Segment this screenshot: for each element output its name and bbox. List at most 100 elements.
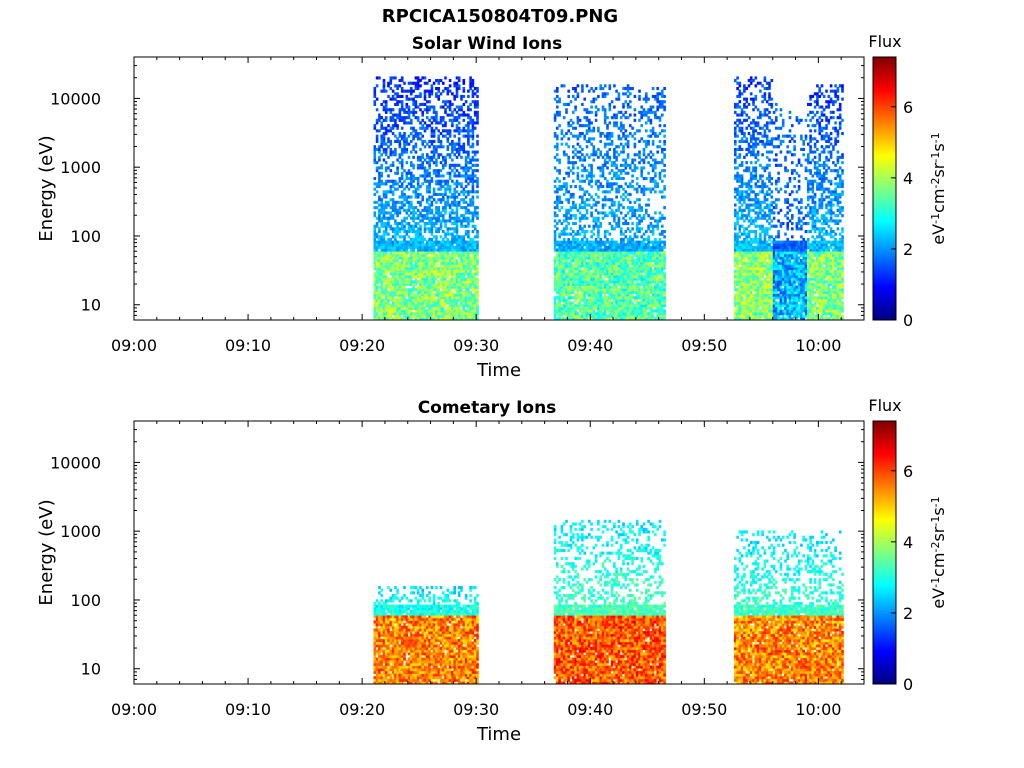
heatmap-cell xyxy=(592,232,596,236)
heatmap-cell xyxy=(451,309,454,313)
heatmap-cell xyxy=(581,288,584,292)
heatmap-cell xyxy=(610,251,614,255)
heatmap-cell xyxy=(608,285,612,289)
heatmap-cell xyxy=(451,150,454,154)
heatmap-cell xyxy=(453,282,456,286)
heatmap-cell xyxy=(389,142,393,146)
heatmap-cell xyxy=(656,94,659,98)
heatmap-cell xyxy=(416,105,420,109)
heatmap-cell xyxy=(633,253,637,257)
heatmap-cell xyxy=(428,245,431,249)
heatmap-cell xyxy=(594,222,598,226)
heatmap-cell xyxy=(581,285,584,289)
heatmap-cell xyxy=(419,267,422,271)
heatmap-cell xyxy=(455,243,459,247)
heatmap-cell xyxy=(423,261,427,265)
heatmap-cell xyxy=(640,261,643,265)
heatmap-cell xyxy=(387,232,390,236)
heatmap-cell xyxy=(610,187,614,191)
heatmap-cell xyxy=(400,166,404,170)
heatmap-cell xyxy=(640,169,643,173)
heatmap-cell xyxy=(601,198,605,202)
heatmap-cell xyxy=(435,211,438,215)
heatmap-cell xyxy=(375,298,379,302)
heatmap-cell xyxy=(375,76,379,80)
heatmap-cell xyxy=(556,134,559,138)
heatmap-cell xyxy=(626,304,630,308)
heatmap-cell xyxy=(389,269,393,273)
heatmap-cell xyxy=(382,195,386,199)
heatmap-cell xyxy=(656,290,659,294)
heatmap-cell xyxy=(640,251,643,255)
heatmap-cell xyxy=(558,309,561,313)
heatmap-cell xyxy=(407,121,411,125)
heatmap-cell xyxy=(442,264,445,268)
heatmap-cell xyxy=(407,269,411,273)
heatmap-cell xyxy=(569,317,573,321)
heatmap-cell xyxy=(560,251,564,255)
heatmap-cell xyxy=(462,134,466,138)
heatmap-cell xyxy=(576,237,580,241)
heatmap-cell xyxy=(460,214,463,218)
heatmap-cell xyxy=(394,147,397,151)
heatmap-cell xyxy=(585,282,589,286)
heatmap-cell xyxy=(635,177,639,181)
heatmap-cell xyxy=(622,261,625,265)
heatmap-cell xyxy=(649,222,653,226)
heatmap-cell xyxy=(439,219,443,223)
heatmap-cell xyxy=(394,240,397,244)
heatmap-cell xyxy=(414,288,418,292)
heatmap-cell xyxy=(576,166,580,170)
heatmap-cell xyxy=(460,293,463,297)
heatmap-cell xyxy=(567,306,570,310)
heatmap-cell xyxy=(412,251,415,255)
heatmap-cell xyxy=(414,187,418,191)
heatmap-cell xyxy=(476,232,479,236)
heatmap-cell xyxy=(396,314,399,318)
heatmap-cell xyxy=(622,237,625,241)
heatmap-cell xyxy=(622,275,625,279)
heatmap-cell xyxy=(403,301,406,305)
heatmap-cell xyxy=(635,198,639,202)
heatmap-cell xyxy=(444,296,447,300)
heatmap-cell xyxy=(581,298,584,302)
heatmap-cell xyxy=(633,243,637,247)
heatmap-cell xyxy=(375,206,379,210)
heatmap-cell xyxy=(590,251,593,255)
heatmap-cell xyxy=(414,296,418,300)
heatmap-cell xyxy=(617,187,621,191)
heatmap-cell xyxy=(558,179,561,183)
heatmap-cell xyxy=(412,282,415,286)
heatmap-cell xyxy=(421,259,424,263)
heatmap-cell xyxy=(597,261,600,265)
heatmap-cell xyxy=(446,132,450,136)
heatmap-cell xyxy=(626,89,630,93)
heatmap-cell xyxy=(432,192,436,196)
heatmap-cell xyxy=(572,171,575,175)
heatmap-cell xyxy=(635,222,639,226)
heatmap-cell xyxy=(453,203,456,207)
heatmap-cell xyxy=(622,301,625,305)
heatmap-cell xyxy=(615,240,618,244)
heatmap-cell xyxy=(394,317,397,321)
heatmap-cell xyxy=(647,269,650,273)
heatmap-cell xyxy=(629,251,632,255)
heatmap-cell xyxy=(396,282,399,286)
heatmap-cell xyxy=(599,182,602,186)
heatmap-cell xyxy=(430,227,434,231)
heatmap-cell xyxy=(410,293,413,297)
heatmap-cell xyxy=(396,293,399,297)
heatmap-cell xyxy=(407,134,411,138)
heatmap-cell xyxy=(462,147,466,151)
heatmap-cell xyxy=(455,280,459,284)
heatmap-cell xyxy=(599,296,602,300)
heatmap-cell xyxy=(626,153,630,157)
heatmap-cell xyxy=(455,92,459,96)
heatmap-cell xyxy=(421,304,424,308)
heatmap-cell xyxy=(615,177,618,181)
heatmap-cell xyxy=(633,275,637,279)
heatmap-cell xyxy=(389,110,393,114)
heatmap-cell xyxy=(626,102,630,106)
heatmap-cell xyxy=(651,256,655,260)
heatmap-cell xyxy=(419,237,422,241)
